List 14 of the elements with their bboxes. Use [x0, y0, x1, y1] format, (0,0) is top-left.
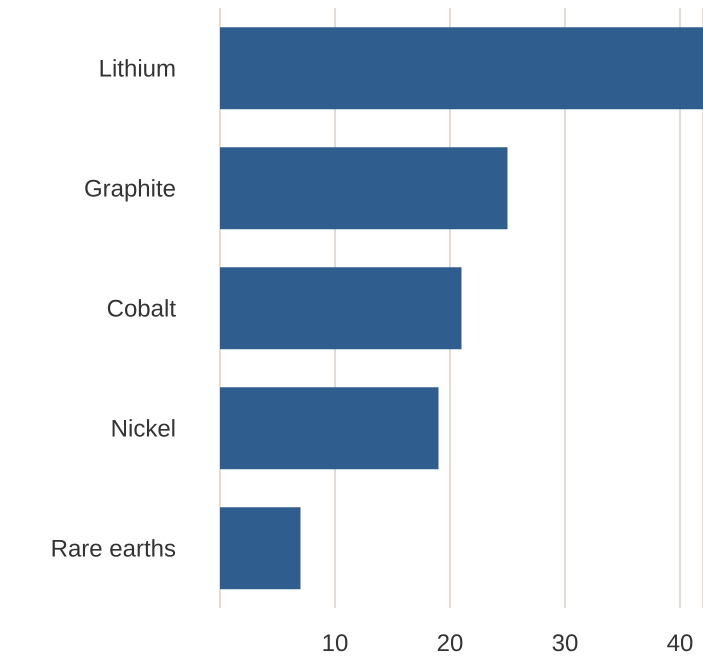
y-tick-label: Rare earths: [50, 536, 176, 563]
y-tick-label: Nickel: [110, 416, 176, 443]
x-tick-label: 10: [322, 630, 348, 658]
x-tick-label: 40: [666, 630, 694, 658]
bar: [220, 147, 508, 230]
bar: [220, 27, 703, 110]
y-tick-label: Lithium: [98, 56, 176, 83]
bar: [220, 267, 462, 350]
x-tick-label: 20: [436, 630, 464, 658]
y-tick-label: Cobalt: [106, 296, 176, 323]
x-tick-label: 30: [552, 630, 578, 658]
y-tick-label: Graphite: [84, 176, 176, 203]
bar: [220, 387, 438, 470]
bar: [220, 507, 300, 590]
